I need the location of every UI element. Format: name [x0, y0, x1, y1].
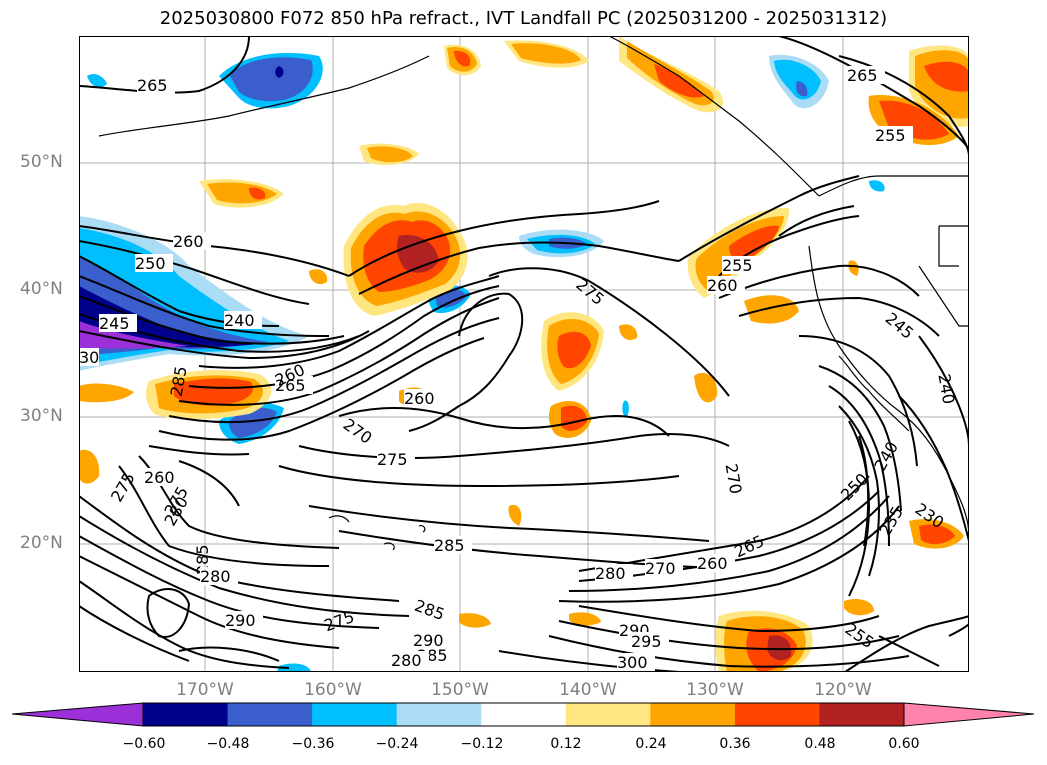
contour-lines — [79, 36, 969, 672]
colorbar-segment — [734, 703, 820, 726]
colorbar-segment — [481, 703, 567, 726]
contour-label: 245 — [99, 314, 130, 333]
contour-label: 255 — [722, 256, 753, 275]
contour-label: 285 — [434, 536, 465, 555]
lon-label: 160°W — [304, 680, 362, 700]
colorbar-tick: 0.12 — [550, 736, 582, 752]
lon-label: 140°W — [559, 680, 617, 700]
contour-label: 275 — [377, 450, 408, 469]
contour-label: 260 — [707, 276, 738, 295]
contour-label: 240 — [224, 311, 255, 330]
contour-label: 270 — [340, 415, 376, 448]
contour-label: 265 — [275, 376, 306, 395]
map-canvas: 265 265 255 260 250 240 245 30 285 275 2… — [79, 36, 969, 672]
colorbar-max-arrow — [903, 702, 1035, 727]
lat-label: 50°N — [20, 152, 63, 172]
contour-label: 290 — [225, 611, 256, 630]
gridlines — [79, 36, 969, 672]
colorbar-segment — [819, 703, 905, 726]
colorbar-segments — [143, 703, 905, 726]
contour-label: 280 — [200, 567, 231, 586]
contour-label: 265 — [731, 531, 767, 561]
contour-label: 255 — [875, 126, 906, 145]
contour-label: 300 — [617, 653, 648, 672]
lon-label: 130°W — [686, 680, 744, 700]
colorbar-tick: −0.48 — [206, 736, 250, 752]
lat-label: 30°N — [20, 406, 63, 426]
contour-label: 260 — [173, 232, 204, 251]
contour-label: 245 — [882, 309, 918, 343]
colorbar-segment — [396, 703, 482, 726]
contour-label: 275 — [572, 275, 608, 309]
colorbar-tick: −0.60 — [122, 736, 166, 752]
contour-label: 280 — [391, 651, 422, 670]
contour-label: 235 — [875, 503, 907, 539]
contour-label: 265 — [137, 76, 168, 95]
colorbar-segment — [227, 703, 313, 726]
colorbar-tick: 0.36 — [719, 736, 751, 752]
contour-label-group: 265 265 255 260 250 240 245 30 285 275 2… — [79, 66, 958, 672]
contour-label: 290 — [413, 631, 444, 650]
contour-label: 280 — [595, 564, 626, 583]
contour-label: 285 — [412, 596, 447, 624]
colorbar-tick: −0.24 — [375, 736, 419, 752]
contour-label: 260 — [697, 554, 728, 573]
colorbar-segment — [650, 703, 736, 726]
contour-label: 260 — [144, 468, 175, 487]
colorbar-segment — [565, 703, 651, 726]
colorbar-segment — [143, 703, 229, 726]
contour-label: 240 — [934, 372, 958, 405]
lon-label: 170°W — [176, 680, 234, 700]
colorbar-tick: 0.48 — [804, 736, 836, 752]
map-title: 2025030800 F072 850 hPa refract., IVT La… — [159, 8, 888, 29]
colorbar-tick: 0.60 — [888, 736, 920, 752]
colorbar-tick: −0.12 — [460, 736, 504, 752]
lat-label: 20°N — [20, 533, 63, 553]
colorbar — [12, 702, 1035, 727]
contour-label: 295 — [631, 632, 662, 651]
colorbar-tick: −0.36 — [291, 736, 335, 752]
contour-label: 265 — [847, 66, 878, 85]
lat-label: 40°N — [20, 279, 63, 299]
colorbar-min-arrow — [12, 702, 144, 727]
shading-positive — [79, 36, 969, 672]
contour-label: 250 — [135, 254, 166, 273]
contour-label: 275 — [322, 607, 357, 635]
colorbar-outline — [142, 702, 905, 727]
lon-label: 120°W — [814, 680, 872, 700]
coastlines — [98, 36, 969, 551]
contour-label: 270 — [722, 462, 746, 495]
contour-label: 30 — [79, 348, 99, 367]
lon-label: 150°W — [431, 680, 489, 700]
colorbar-tick: 0.24 — [635, 736, 667, 752]
contour-label: 260 — [404, 389, 435, 408]
colorbar-segment — [312, 703, 398, 726]
map-plot-area[interactable]: 265 265 255 260 250 240 245 30 285 275 2… — [79, 36, 969, 672]
contour-label: 270 — [645, 559, 676, 578]
